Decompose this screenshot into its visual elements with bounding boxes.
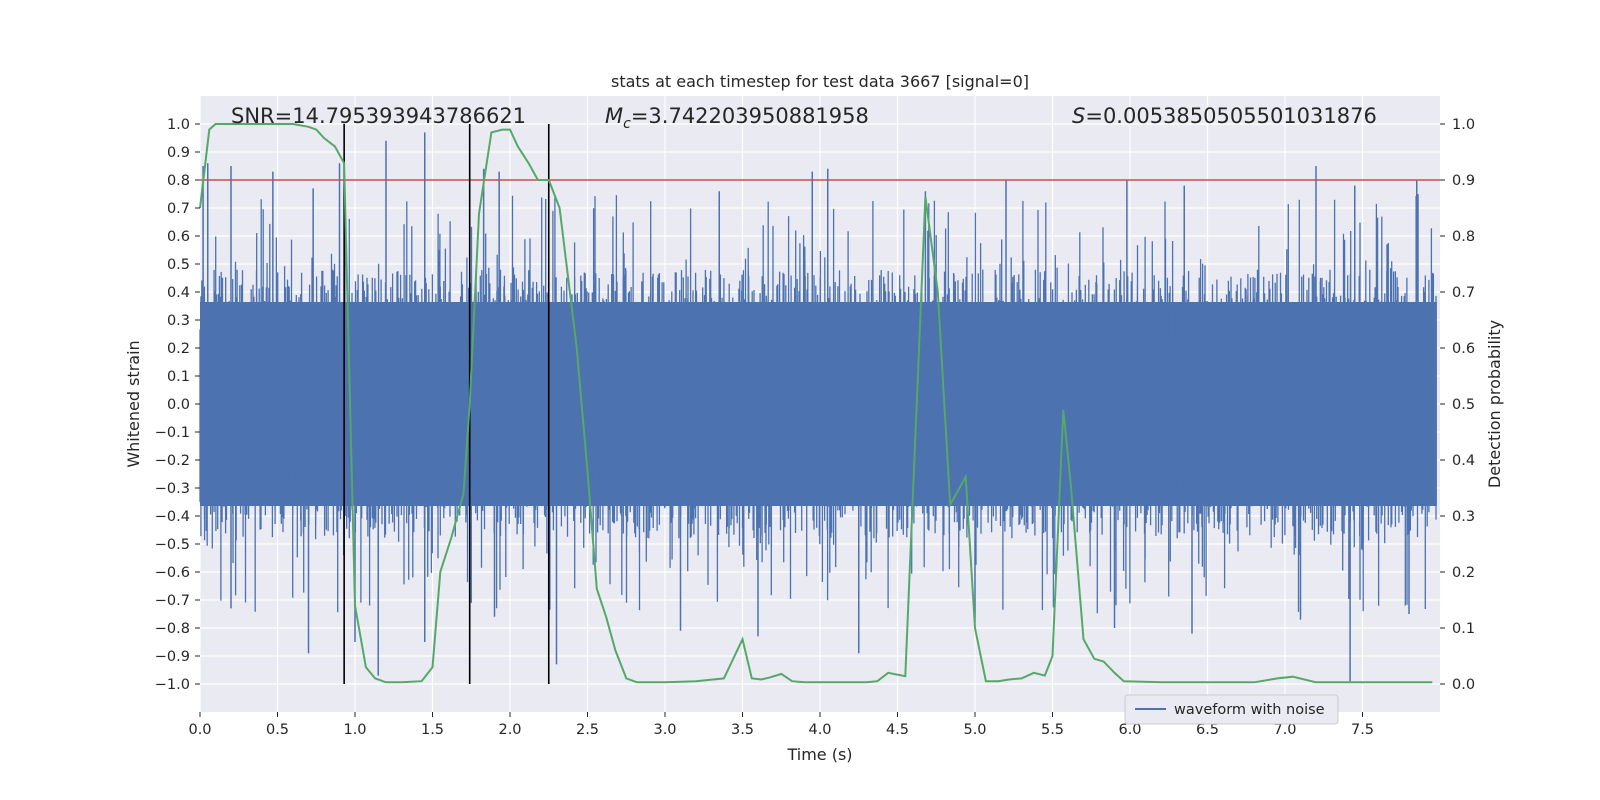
y-right-tick-label: 0.5 xyxy=(1452,397,1475,413)
x-tick-label: 1.5 xyxy=(421,722,444,738)
snr-annotation: SNR=14.795393943786621 xyxy=(231,104,526,128)
x-tick-label: 5.0 xyxy=(963,722,986,738)
y-right-tick-label: 0.1 xyxy=(1452,621,1475,637)
y-left-tick-label: 0.8 xyxy=(167,173,190,189)
legend: waveform with noise xyxy=(1124,694,1339,725)
x-tick-label: 0.5 xyxy=(266,722,289,738)
x-tick-label: 6.0 xyxy=(1118,722,1141,738)
y-left-tick-label: 0.3 xyxy=(167,313,190,329)
mc-symbol: M xyxy=(605,104,623,128)
x-tick-label: 3.5 xyxy=(731,722,754,738)
mc-subscript: c xyxy=(623,116,631,132)
y-left-tick-label: −0.9 xyxy=(155,649,190,665)
x-tick-label: 2.5 xyxy=(576,722,599,738)
y-right-tick-label: 0.2 xyxy=(1452,565,1475,581)
x-tick-label: 1.0 xyxy=(343,722,366,738)
y-right-tick-label: 0.0 xyxy=(1452,677,1475,693)
y-left-tick-label: 0.9 xyxy=(167,145,190,161)
y-axis-left-ticks: 1.0 0.9 0.8 0.7 0.6 0.5 0.4 0.3 0.2 0.1 0.0 −0.1 −0.… xyxy=(155,117,200,693)
x-tick-label: 7.5 xyxy=(1351,722,1374,738)
x-tick-label: 7.0 xyxy=(1273,722,1296,738)
y-right-tick-label: 0.6 xyxy=(1452,341,1475,357)
x-tick-label: 3.0 xyxy=(653,722,676,738)
y-left-tick-label: −0.4 xyxy=(155,509,190,525)
y-axis-right-ticks: 1.0 0.9 0.8 0.7 0.6 0.5 0.4 0.3 0.2 0.1 0.0 xyxy=(1440,117,1475,693)
y-left-tick-label: 0.5 xyxy=(167,257,190,273)
y-left-tick-label: 0.7 xyxy=(167,201,190,217)
x-tick-label: 4.5 xyxy=(886,722,909,738)
x-tick-label: 5.5 xyxy=(1041,722,1064,738)
y-left-tick-label: 0.4 xyxy=(167,285,190,301)
y-left-tick-label: −0.2 xyxy=(155,453,190,469)
s-symbol: S xyxy=(1072,104,1085,128)
y-left-tick-label: 0.6 xyxy=(167,229,190,245)
x-tick-label: 6.5 xyxy=(1196,722,1219,738)
x-axis-label: Time (s) xyxy=(786,745,852,764)
y-axis-left-label: Whitened strain xyxy=(124,340,143,467)
y-left-tick-label: −0.1 xyxy=(155,425,190,441)
y-left-tick-label: −0.8 xyxy=(155,621,190,637)
s-annotation: S=0.0053850505501031876 xyxy=(1072,104,1377,128)
x-tick-label: 0.0 xyxy=(188,722,211,738)
y-left-tick-label: 0.0 xyxy=(167,397,190,413)
legend-label: waveform with noise xyxy=(1174,702,1325,718)
y-right-tick-label: 0.9 xyxy=(1452,173,1475,189)
x-tick-label: 4.0 xyxy=(808,722,831,738)
s-value: =0.0053850505501031876 xyxy=(1085,104,1377,128)
y-left-tick-label: −0.3 xyxy=(155,481,190,497)
y-right-tick-label: 0.7 xyxy=(1452,285,1475,301)
y-left-tick-label: −0.6 xyxy=(155,565,190,581)
y-left-tick-label: 1.0 xyxy=(167,117,190,133)
waveform-noise xyxy=(199,194,1437,614)
y-left-tick-label: −1.0 xyxy=(155,677,190,693)
x-tick-label: 2.0 xyxy=(498,722,521,738)
mc-value: =3.742203950881958 xyxy=(631,104,869,128)
y-axis-right-label: Detection probability xyxy=(1485,320,1504,488)
waveform-series xyxy=(199,132,1437,682)
y-left-tick-label: −0.5 xyxy=(155,537,190,553)
chart-title: stats at each timestep for test data 366… xyxy=(611,72,1029,91)
y-left-tick-label: 0.1 xyxy=(167,369,190,385)
chirp-mass-annotation: Mc=3.742203950881958 xyxy=(605,104,869,132)
y-right-tick-label: 0.4 xyxy=(1452,453,1475,469)
y-right-tick-label: 0.3 xyxy=(1452,509,1475,525)
detection-probability-line xyxy=(199,123,1433,684)
legend-box xyxy=(1124,694,1339,725)
x-axis-ticks: 0.0 0.5 1.0 1.5 2.0 2.5 3.0 3.5 4.0 4.5 5.0 5.5 6.0 6… xyxy=(188,712,1374,738)
y-left-tick-label: 0.2 xyxy=(167,341,190,357)
y-right-tick-label: 0.8 xyxy=(1452,229,1475,245)
y-left-tick-label: −0.7 xyxy=(155,593,190,609)
y-right-tick-label: 1.0 xyxy=(1452,117,1475,133)
